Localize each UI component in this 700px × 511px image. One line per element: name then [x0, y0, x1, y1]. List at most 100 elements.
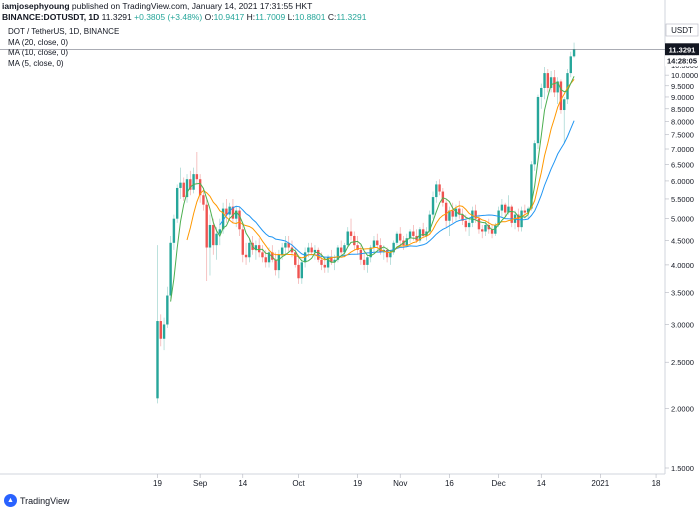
- candle-body: [244, 254, 248, 258]
- high-label: H:: [246, 12, 256, 22]
- candle-body: [215, 233, 218, 246]
- candle-body: [467, 222, 471, 228]
- candle-body: [438, 184, 441, 192]
- candle-body: [412, 231, 415, 236]
- candle-body: [559, 81, 563, 111]
- candle-body: [271, 252, 274, 260]
- price-line-group: 11.3291 14:28:05: [0, 43, 699, 67]
- candle-body: [540, 87, 543, 97]
- candle-body: [192, 174, 195, 190]
- candle-body: [553, 77, 556, 93]
- price-change: +0.3805 (+3.48%): [134, 12, 203, 22]
- candle-body: [451, 210, 454, 217]
- y-tick-label: 1.5000: [671, 464, 694, 473]
- candle-body: [179, 182, 182, 188]
- low-label: L:: [287, 12, 295, 22]
- candle-body: [474, 210, 477, 219]
- close-label: C:: [327, 12, 337, 22]
- candle-body: [431, 197, 435, 215]
- x-tick-label: 19: [153, 479, 162, 488]
- candle-body: [461, 214, 464, 221]
- author-name[interactable]: iamjosephyoung: [2, 1, 70, 11]
- candle-body: [290, 247, 294, 253]
- candle-body: [359, 249, 363, 260]
- candle-body: [294, 252, 297, 265]
- candle-body: [205, 204, 208, 248]
- candle-body: [326, 257, 330, 268]
- candle-body: [336, 247, 340, 260]
- candle-body: [372, 240, 376, 248]
- candle-body: [238, 210, 241, 230]
- low-value: 10.8801: [294, 12, 326, 22]
- candle-body: [481, 229, 484, 232]
- y-tick-label: 7.5000: [671, 131, 694, 140]
- candle-body: [274, 259, 277, 271]
- candles: [156, 42, 576, 404]
- candle-body: [477, 218, 481, 230]
- brand-name[interactable]: TradingView: [20, 495, 70, 506]
- candle-body: [385, 249, 389, 258]
- time-axis[interactable]: 19 Sep 14 Oct 19 Nov 16 Dec 14 2021 18: [153, 474, 661, 488]
- current-price-badge: [665, 43, 699, 56]
- candle-body: [225, 208, 228, 215]
- candle-body: [526, 208, 530, 213]
- symbol-info: BINANCE:DOTUSDT, 1D 11.3291 +0.3805 (+3.…: [2, 12, 366, 22]
- candle-body: [408, 231, 412, 239]
- legend-ma5[interactable]: MA (5, close, 0): [8, 58, 64, 68]
- candle-body: [330, 257, 333, 263]
- candle-body: [389, 252, 392, 258]
- candle-body: [530, 164, 533, 209]
- candle-body: [284, 242, 287, 248]
- candle-body: [241, 229, 244, 255]
- candle-body: [333, 259, 336, 263]
- candle-body: [156, 321, 159, 399]
- candle-body: [523, 210, 527, 213]
- candle-body: [546, 73, 550, 88]
- candle-body: [169, 242, 172, 296]
- currency-box[interactable]: [665, 23, 699, 37]
- chart-legend: DOT / TetherUS, 1D, BINANCE MA (20, clos…: [8, 27, 119, 69]
- y-tick-label: 9.5000: [671, 82, 694, 91]
- candle-body: [212, 224, 215, 246]
- candle-body: [231, 206, 235, 219]
- open-label: O:: [204, 12, 214, 22]
- candle-body: [313, 249, 317, 253]
- published-text: published on TradingView.com, January 14…: [71, 1, 313, 11]
- candle-body: [392, 242, 395, 253]
- candle-body: [497, 210, 500, 225]
- x-tick-label: 14: [238, 479, 247, 488]
- candle-body: [235, 210, 238, 219]
- y-tick-label: 5.5000: [671, 195, 694, 204]
- legend-ma20[interactable]: MA (20, close, 0): [8, 37, 69, 47]
- candle-body: [257, 245, 261, 253]
- y-tick-label: 2.5000: [671, 358, 694, 367]
- candle-body: [218, 229, 222, 234]
- candle-body: [172, 218, 176, 243]
- ma10-line: [186, 78, 575, 261]
- candle-body: [195, 174, 199, 180]
- candle-body: [254, 245, 258, 250]
- candle-body: [490, 229, 494, 234]
- candle-body: [280, 247, 284, 255]
- tradingview-logo-icon: ▲: [4, 494, 17, 507]
- x-tick-label: 16: [445, 479, 454, 488]
- candle-body: [569, 56, 572, 74]
- candle-body: [543, 73, 546, 88]
- candle-body: [376, 240, 379, 246]
- candle-body: [277, 254, 281, 271]
- candle-body: [500, 204, 504, 211]
- price-axis[interactable]: 11.500011.000010.500010.00009.50009.0000…: [665, 42, 698, 473]
- candle-body: [307, 247, 310, 253]
- x-tick-label: 18: [652, 479, 661, 488]
- candle-body: [549, 77, 553, 88]
- candle-body: [264, 257, 267, 263]
- legend-ma10[interactable]: MA (10, close, 0): [8, 48, 69, 57]
- x-tick-label: Nov: [393, 479, 407, 488]
- candle-body: [454, 208, 458, 217]
- candle-body: [428, 214, 431, 232]
- symbol-line: BINANCE:DOTUSDT, 1D: [2, 12, 100, 22]
- footer: ▲ TradingView: [4, 494, 70, 507]
- y-tick-label: 6.5000: [671, 160, 694, 169]
- candle-body: [248, 242, 251, 258]
